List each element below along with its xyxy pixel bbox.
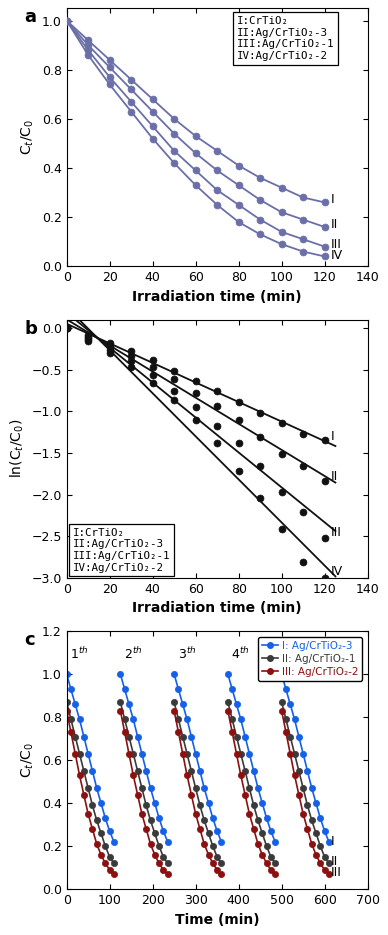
Text: IV: IV [331, 566, 343, 579]
Text: I: I [331, 430, 335, 443]
Text: 2$^{th}$: 2$^{th}$ [124, 646, 142, 662]
Text: 4$^{th}$: 4$^{th}$ [231, 646, 250, 662]
X-axis label: Time (min): Time (min) [175, 913, 260, 927]
Text: b: b [24, 320, 37, 338]
Text: III: III [331, 237, 342, 251]
Y-axis label: C$_t$/C$_0$: C$_t$/C$_0$ [20, 120, 36, 155]
Text: c: c [24, 631, 35, 649]
X-axis label: Irradiation time (min): Irradiation time (min) [132, 601, 302, 615]
Text: I: I [331, 836, 335, 848]
Text: I:CrTiO₂
II:Ag/CrTiO₂-3
III:Ag/CrTiO₂-1
IV:Ag/CrTiO₂-2: I:CrTiO₂ II:Ag/CrTiO₂-3 III:Ag/CrTiO₂-1 … [73, 528, 170, 572]
Text: 5$^{th}$: 5$^{th}$ [285, 646, 303, 662]
Text: II: II [331, 218, 338, 231]
Text: 1$^{th}$: 1$^{th}$ [70, 646, 88, 662]
Text: II: II [331, 469, 338, 482]
Text: III: III [331, 525, 342, 539]
Text: II: II [331, 855, 338, 868]
X-axis label: Irradiation time (min): Irradiation time (min) [132, 290, 302, 304]
Text: I: I [331, 194, 335, 207]
Y-axis label: ln(C$_t$/C$_0$): ln(C$_t$/C$_0$) [8, 419, 26, 479]
Text: 3$^{th}$: 3$^{th}$ [178, 646, 196, 662]
Text: I:CrTiO₂
II:Ag/CrTiO₂-3
III:Ag/CrTiO₂-1
IV:Ag/CrTiO₂-2: I:CrTiO₂ II:Ag/CrTiO₂-3 III:Ag/CrTiO₂-1 … [237, 16, 334, 61]
Legend: I: Ag/CrTiO₂-3, II: Ag/CrTiO₂-1, III: Ag/CrTiO₂-2: I: Ag/CrTiO₂-3, II: Ag/CrTiO₂-1, III: Ag… [258, 637, 362, 681]
Text: a: a [24, 8, 36, 26]
Y-axis label: C$_t$/C$_0$: C$_t$/C$_0$ [20, 742, 36, 778]
Text: IV: IV [331, 249, 343, 262]
Text: III: III [331, 866, 342, 879]
